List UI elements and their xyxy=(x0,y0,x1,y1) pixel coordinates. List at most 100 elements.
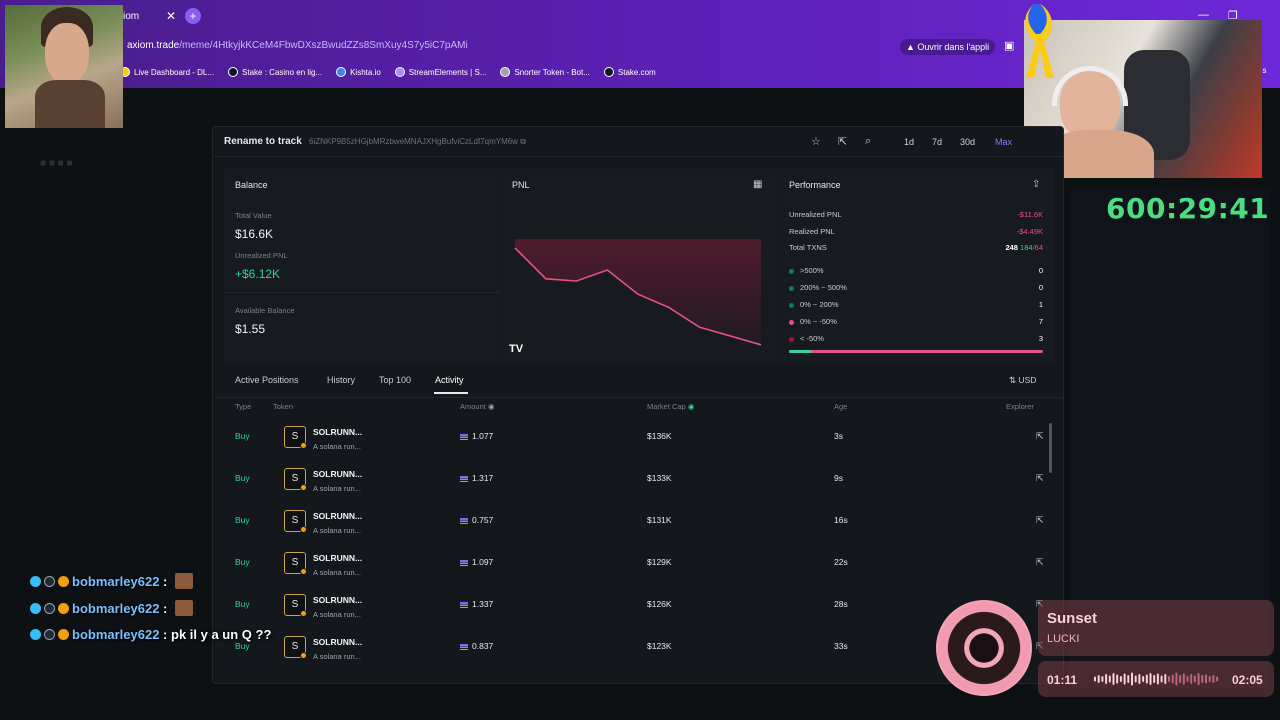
timeframe-7d[interactable]: 7d xyxy=(932,137,943,147)
table-row[interactable]: Buy S SOLRUNN... A solana run... 1.097 $129K 2… xyxy=(224,542,1063,584)
url-text[interactable]: axiom.trade/meme/4HtkyjkKCeM4FbwDXszBwud… xyxy=(127,40,468,51)
col-market-cap[interactable]: Market Cap ◉ xyxy=(647,402,695,411)
sort-icon: ⇅ xyxy=(1009,375,1017,385)
current-time: 01:11 xyxy=(1047,673,1078,687)
address-bar[interactable]: axiom.trade/meme/4HtkyjkKCeM4FbwDXszBwud… xyxy=(118,36,1018,58)
explorer-link-icon[interactable]: ⇱ xyxy=(1036,515,1044,525)
table-row[interactable]: Buy S SOLRUNN... A solana run... 1.077 $136K 3… xyxy=(224,416,1063,458)
chat-username[interactable]: bobmarley622 xyxy=(72,627,160,642)
table-row[interactable]: Buy S SOLRUNN... A solana run... 1.317 $133K 9… xyxy=(224,458,1063,500)
token-name[interactable]: SOLRUNN... xyxy=(313,469,363,479)
bookmark-favicon-icon xyxy=(228,67,239,77)
bookmark-favicon-icon xyxy=(500,67,511,77)
timeframe-1d[interactable]: 1d xyxy=(904,137,915,147)
trade-age: 16s xyxy=(834,515,848,525)
bookmark-item[interactable]: Stake : Casino en lig... xyxy=(228,67,322,77)
explorer-link-icon[interactable]: ⇱ xyxy=(1036,557,1044,567)
bookmark-favicon-icon xyxy=(336,67,347,77)
copy-icon[interactable]: ⧉ xyxy=(520,137,526,146)
waveform-bar xyxy=(1212,675,1215,683)
waveform-bar xyxy=(1201,675,1204,683)
col-type: Type xyxy=(235,402,252,411)
minimize-icon[interactable]: — xyxy=(1198,9,1209,21)
table-scrollbar[interactable] xyxy=(1049,423,1052,473)
modal-header: Rename to track 6iZNKP9B5zHGjbMRzbweMNAJ… xyxy=(213,127,1063,157)
trade-amount: 0.837 xyxy=(460,641,493,651)
tab-active-positions[interactable]: Active Positions xyxy=(235,375,299,385)
track-title: Sunset xyxy=(1047,610,1098,627)
solana-icon xyxy=(460,643,468,650)
ukraine-ribbon-icon xyxy=(1025,4,1054,78)
trade-type: Buy xyxy=(235,473,250,483)
maximize-icon[interactable]: ❐ xyxy=(1228,10,1238,22)
solana-icon xyxy=(460,475,468,482)
pnl-bucket-row: 200% ~ 500% 0 xyxy=(789,283,1043,292)
tab-top-100[interactable]: Top 100 xyxy=(379,375,412,385)
timeframe-max[interactable]: Max xyxy=(995,137,1013,147)
waveform-bar xyxy=(1175,672,1178,686)
solana-icon xyxy=(460,559,468,566)
table-row[interactable]: Buy S SOLRUNN... A solana run... 0.757 $131K 1… xyxy=(224,500,1063,542)
bookmark-favicon-icon xyxy=(394,67,405,77)
market-cap-toggle-icon: ◉ xyxy=(687,402,695,411)
trade-amount: 1.077 xyxy=(460,431,493,441)
waveform-bar xyxy=(1123,673,1126,685)
solana-icon xyxy=(460,517,468,524)
performance-bar-green xyxy=(789,350,812,353)
bookmark-item[interactable]: Live Dashboard - DL... xyxy=(120,67,214,77)
waveform-bar xyxy=(1142,676,1145,682)
explorer-link-icon[interactable]: ⇱ xyxy=(1036,431,1044,441)
market-cap: $126K xyxy=(647,599,672,609)
bookmark-item[interactable]: Snorter Token - Bot... xyxy=(500,67,590,77)
waveform-bar xyxy=(1105,674,1108,684)
amount-unit-icon: ◉ xyxy=(487,402,495,411)
token-name[interactable]: SOLRUNN... xyxy=(313,637,363,647)
explorer-link-icon[interactable]: ⇱ xyxy=(1036,473,1044,483)
token-name[interactable]: SOLRUNN... xyxy=(313,427,363,437)
bucket-dot-icon xyxy=(789,336,794,342)
bucket-dot-icon xyxy=(789,302,794,308)
extensions-icon[interactable]: ▣ xyxy=(1004,40,1015,52)
trade-amount: 1.337 xyxy=(460,599,493,609)
market-cap: $129K xyxy=(647,557,672,567)
share-icon[interactable]: ⇪ xyxy=(1032,179,1041,190)
open-in-app-button[interactable]: ▲ Ouvrir dans l'appli xyxy=(900,39,996,55)
chat-message: bobmarley622 : pk il y a un Q ?? xyxy=(30,627,271,642)
trade-type: Buy xyxy=(235,431,250,441)
trade-type: Buy xyxy=(235,515,250,525)
table-row[interactable]: Buy S SOLRUNN... A solana run... 1.337 $126K 2… xyxy=(224,584,1063,626)
external-link-icon[interactable]: ⇱ xyxy=(838,136,848,148)
token-name[interactable]: SOLRUNN... xyxy=(313,511,363,521)
rename-to-track-link[interactable]: Rename to track xyxy=(224,136,302,147)
waveform-bar xyxy=(1119,676,1122,682)
calendar-icon[interactable]: ▦ xyxy=(753,179,763,190)
wallet-address[interactable]: 6iZNKP9B5zHGjbMRzbweMNAJXHgBufviCzLdf7qm… xyxy=(309,137,526,146)
search-icon[interactable]: ⌕ xyxy=(865,135,872,147)
timeframe-30d[interactable]: 30d xyxy=(960,137,976,147)
close-tab-icon[interactable]: ✕ xyxy=(166,9,177,23)
table-row[interactable]: Buy S SOLRUNN... A solana run... 0.837 $123K 3… xyxy=(224,626,1063,668)
token-name[interactable]: SOLRUNN... xyxy=(313,595,363,605)
bookmark-overflow[interactable]: ris xyxy=(1258,66,1267,75)
pnl-title: PNL xyxy=(512,180,530,190)
waveform-bar xyxy=(1197,673,1200,685)
bookmark-item[interactable]: Stake.com xyxy=(603,67,656,77)
chat-username[interactable]: bobmarley622 xyxy=(72,574,160,589)
tab-history[interactable]: History xyxy=(327,375,356,385)
waveform-bar xyxy=(1094,676,1096,682)
col-amount[interactable]: Amount ◉ xyxy=(460,402,495,411)
bookmark-item[interactable]: StreamElements | S... xyxy=(394,67,486,77)
bookmark-item[interactable]: Kishta.io xyxy=(336,67,381,77)
browser-tab[interactable]: xiom xyxy=(118,11,140,22)
token-description: A solana run... xyxy=(313,442,361,451)
pnl-bucket-row: 0% ~ 200% 1 xyxy=(789,300,1043,309)
new-tab-icon[interactable]: + xyxy=(185,8,201,24)
chat-username[interactable]: bobmarley622 xyxy=(72,601,160,616)
star-icon[interactable]: ☆ xyxy=(811,136,821,148)
coin-badge-icon xyxy=(58,629,69,640)
token-name[interactable]: SOLRUNN... xyxy=(313,553,363,563)
tab-activity[interactable]: Activity xyxy=(435,375,464,385)
currency-toggle[interactable]: ⇅ USD xyxy=(1009,375,1037,385)
emote-image-icon xyxy=(175,573,193,589)
waveform-bar xyxy=(1182,673,1185,685)
